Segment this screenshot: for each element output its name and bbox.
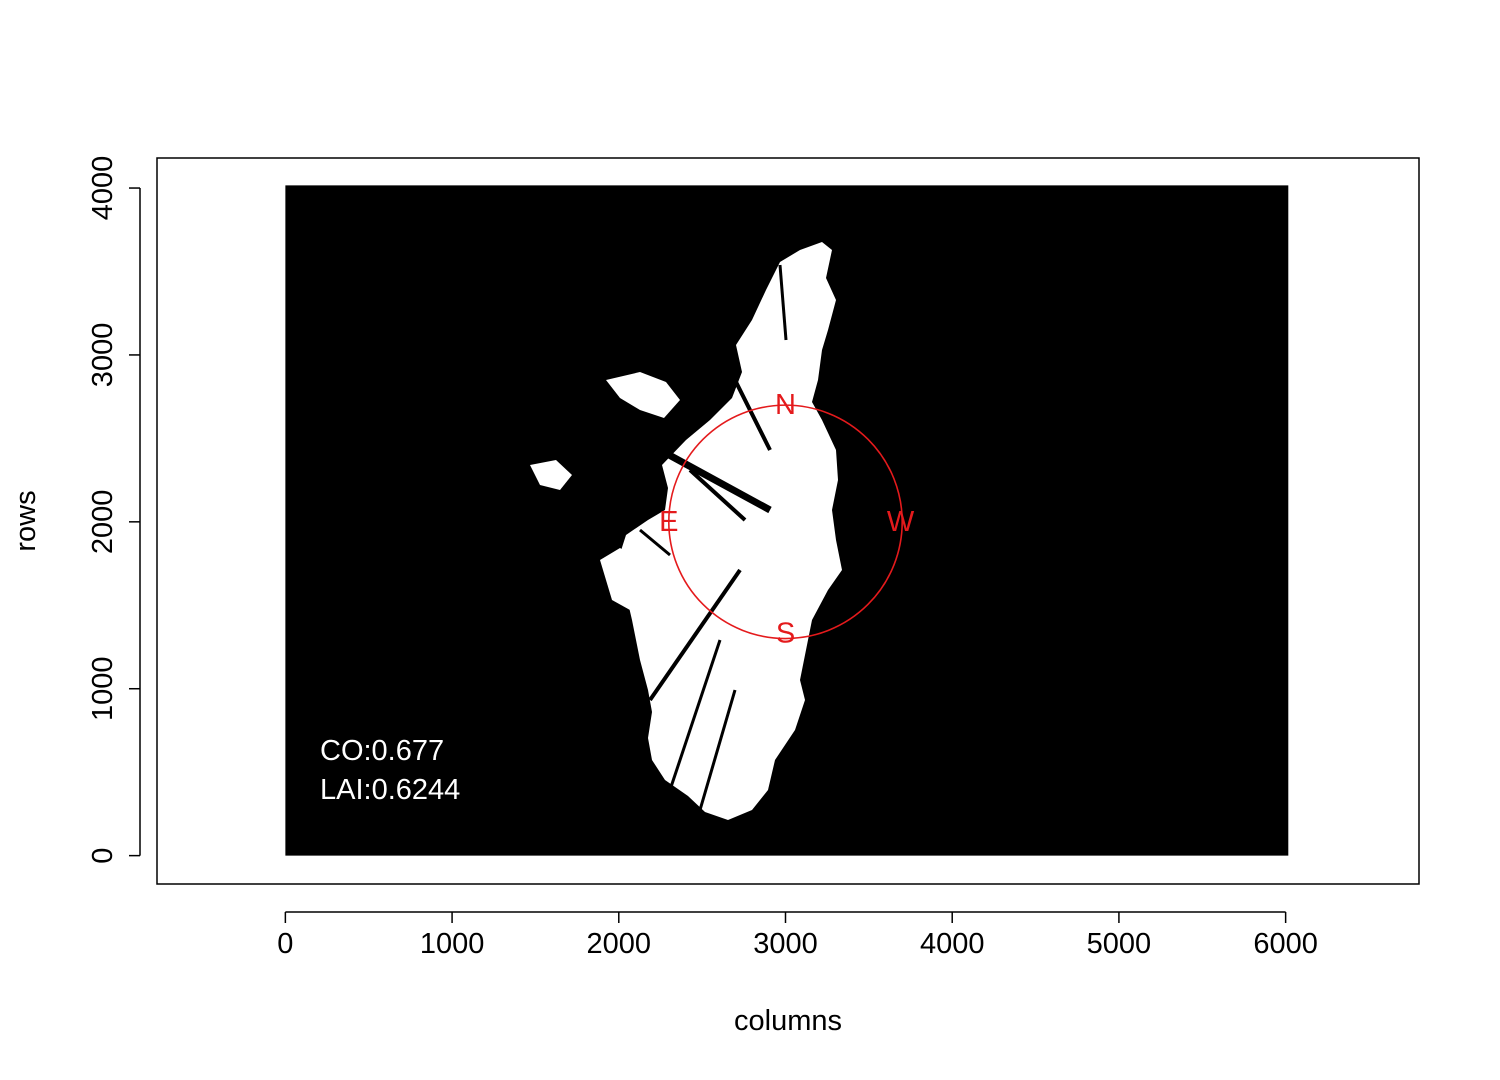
- branch-1: [658, 446, 772, 514]
- x-tick-label: 1000: [420, 928, 485, 960]
- branch-6: [698, 689, 737, 811]
- y-axis-title: rows: [10, 490, 42, 551]
- compass-label-north: N: [775, 389, 796, 421]
- x-axis: 0 1000 2000 3000 4000 5000 6000: [277, 911, 1318, 960]
- x-tick-label: 0: [277, 928, 293, 960]
- x-tick-label: 6000: [1253, 928, 1318, 960]
- y-tick-label: 2000: [87, 490, 119, 555]
- compass-label-east: E: [659, 506, 678, 538]
- y-tick-label: 1000: [87, 656, 119, 721]
- sky-gap-left-fringe: [606, 372, 680, 418]
- compass-circle: [668, 404, 903, 640]
- sky-gap-left-wisps: [530, 460, 572, 490]
- y-axis: 0 1000 2000 3000 4000: [87, 156, 141, 864]
- sky-gap-left-lower: [600, 548, 642, 610]
- y-tick-label: 3000: [87, 323, 119, 388]
- branch-8: [778, 264, 788, 341]
- y-tick-label: 0: [87, 848, 119, 864]
- x-tick-label: 5000: [1087, 928, 1152, 960]
- x-tick-label: 3000: [753, 928, 818, 960]
- lai-annotation: LAI:0.6244: [320, 774, 460, 806]
- compass-label-south: S: [776, 618, 795, 650]
- branch-5: [668, 639, 722, 791]
- compass-label-west: W: [887, 506, 915, 538]
- branch-4: [648, 568, 742, 702]
- branch-7: [639, 528, 671, 557]
- x-tick-label: 2000: [587, 928, 652, 960]
- x-tick-label: 4000: [920, 928, 985, 960]
- branch-2: [688, 468, 747, 522]
- x-axis-title: columns: [734, 1005, 842, 1037]
- co-annotation: CO:0.677: [320, 735, 444, 767]
- plot-frame: [156, 157, 1420, 885]
- sky-gap-main: [618, 242, 842, 820]
- y-tick-label: 4000: [87, 156, 119, 221]
- canopy-gap-region: [530, 242, 842, 820]
